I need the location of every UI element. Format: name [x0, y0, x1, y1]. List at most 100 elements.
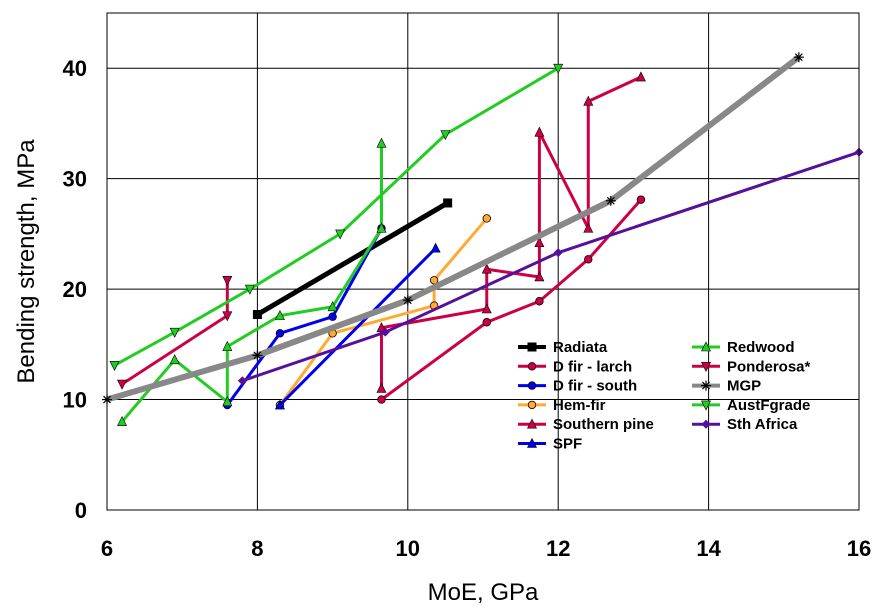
series-spf-point — [274, 399, 285, 410]
series-radiata-point — [252, 310, 262, 320]
legend-item-mgp-label: MGP — [727, 378, 761, 395]
series-ponderosa — [117, 275, 233, 390]
tick-labels: 6 8 10 12 14 16 0 10 20 30 40 — [63, 56, 872, 561]
x-axis-title: MoE, GPa — [428, 579, 539, 606]
series-southern-pine-point — [481, 303, 492, 314]
legend-item-austfgrade: AustFgrade — [692, 397, 810, 414]
x-tick-label: 10 — [396, 536, 420, 561]
series-austfgrade-point — [244, 284, 255, 295]
series-ponderosa-point — [222, 275, 233, 286]
series-hem-fir-point — [482, 214, 491, 223]
series-d-fir-larch-point — [482, 318, 491, 327]
legend-item-austfgrade-label: AustFgrade — [727, 397, 810, 414]
series-redwood — [117, 137, 387, 426]
series-radiata — [252, 198, 453, 320]
legend-item-d-fir-south-marker — [527, 381, 537, 390]
series-mgp-point — [605, 195, 616, 206]
series-layer — [102, 52, 864, 426]
series-southern-pine-point — [534, 237, 545, 248]
series-redwood-point — [376, 222, 387, 233]
series-southern-pine-point — [583, 95, 594, 106]
legend-item-sth-africa-marker — [701, 419, 711, 429]
x-tick-label: 8 — [251, 536, 263, 561]
legend-item-radiata-label: Radiata — [553, 339, 608, 356]
series-radiata-point — [443, 198, 453, 208]
series-southern-pine-point — [583, 222, 594, 233]
series-d-fir-south-line — [226, 227, 383, 406]
legend-item-southern-pine-label: Southern pine — [553, 416, 654, 433]
legend-item-mgp-marker — [701, 380, 711, 391]
series-austfgrade-point — [553, 63, 564, 74]
series-southern-pine-point — [376, 382, 387, 393]
series-redwood-point — [169, 354, 180, 365]
legend-item-spf-label: SPF — [553, 436, 582, 453]
legend-item-d-fir-south: D fir - south — [518, 378, 637, 395]
series-radiata-line — [256, 200, 449, 317]
series-spf — [274, 242, 441, 410]
legend-item-austfgrade-marker — [701, 400, 711, 411]
series-redwood-point — [376, 137, 387, 148]
series-redwood-point — [222, 340, 233, 351]
y-tick-label: 10 — [63, 388, 87, 413]
series-austfgrade-point — [169, 327, 180, 338]
plot-frame — [106, 12, 860, 511]
series-austfgrade — [109, 63, 564, 371]
x-tick-label: 12 — [546, 536, 570, 561]
series-ponderosa-point — [222, 311, 233, 322]
series-d-fir-larch-point — [377, 395, 386, 404]
series-sth-africa-point — [553, 248, 563, 258]
legend-item-ponderosa: Ponderosa* — [692, 358, 811, 375]
series-d-fir-south-point — [275, 329, 285, 338]
series-d-fir-south-point — [328, 312, 337, 321]
legend-item-hem-fir-label: Hem-fir — [553, 397, 606, 414]
legend: Radiata D fir - larch D fir - south Hem-fir… — [518, 339, 811, 453]
legend-item-southern-pine: Southern pine — [518, 416, 654, 433]
legend-item-redwood-marker — [701, 341, 711, 352]
x-tick-label: 14 — [696, 536, 721, 561]
series-southern-pine-point — [534, 271, 545, 282]
x-tick-label: 16 — [847, 536, 871, 561]
series-southern-pine-point — [635, 71, 646, 82]
legend-item-d-fir-larch-label: D fir - larch — [553, 358, 632, 375]
series-spf-line — [278, 247, 437, 407]
legend-item-ponderosa-label: Ponderosa* — [727, 358, 811, 375]
series-redwood-point — [117, 415, 128, 426]
legend-item-sth-africa-label: Sth Africa — [727, 416, 798, 433]
y-tick-label: 40 — [63, 56, 87, 81]
legend-item-d-fir-larch: D fir - larch — [518, 358, 632, 375]
series-redwood-point — [274, 309, 285, 320]
x-tick-label: 6 — [101, 536, 113, 561]
series-redwood-point — [222, 396, 233, 407]
series-sth-africa-line — [241, 150, 860, 383]
legend-item-hem-fir-marker — [527, 400, 537, 410]
y-tick-label: 30 — [63, 167, 87, 192]
legend-item-d-fir-larch-marker — [527, 362, 537, 371]
series-spf-point — [430, 242, 441, 253]
y-tick-label: 0 — [75, 498, 87, 523]
legend-item-ponderosa-marker — [701, 361, 711, 372]
y-tick-label: 20 — [63, 277, 87, 302]
series-austfgrade-line — [113, 66, 559, 367]
y-axis-title: Bending strength, MPa — [13, 139, 40, 384]
legend-item-radiata-marker — [527, 342, 537, 352]
legend-item-hem-fir: Hem-fir — [518, 397, 606, 414]
series-southern-pine-point — [481, 263, 492, 274]
series-mgp-point — [252, 350, 263, 361]
legend-item-southern-pine-marker — [527, 418, 537, 429]
series-southern-pine-point — [534, 126, 545, 137]
series-ponderosa-point — [117, 379, 128, 390]
legend-item-redwood: Redwood — [692, 339, 795, 356]
legend-item-radiata: Radiata — [518, 339, 608, 356]
series-sth-africa-point — [237, 376, 247, 386]
series-mgp-point — [793, 52, 804, 63]
series-d-fir-larch-point — [636, 195, 646, 204]
series-austfgrade-point — [440, 130, 451, 141]
legend-item-spf: SPF — [518, 436, 582, 453]
series-austfgrade-point — [109, 361, 120, 371]
series-d-fir-larch-point — [535, 297, 544, 306]
series-redwood-point — [327, 301, 338, 312]
legend-item-d-fir-south-label: D fir - south — [553, 378, 637, 395]
series-mgp-point — [402, 295, 413, 306]
